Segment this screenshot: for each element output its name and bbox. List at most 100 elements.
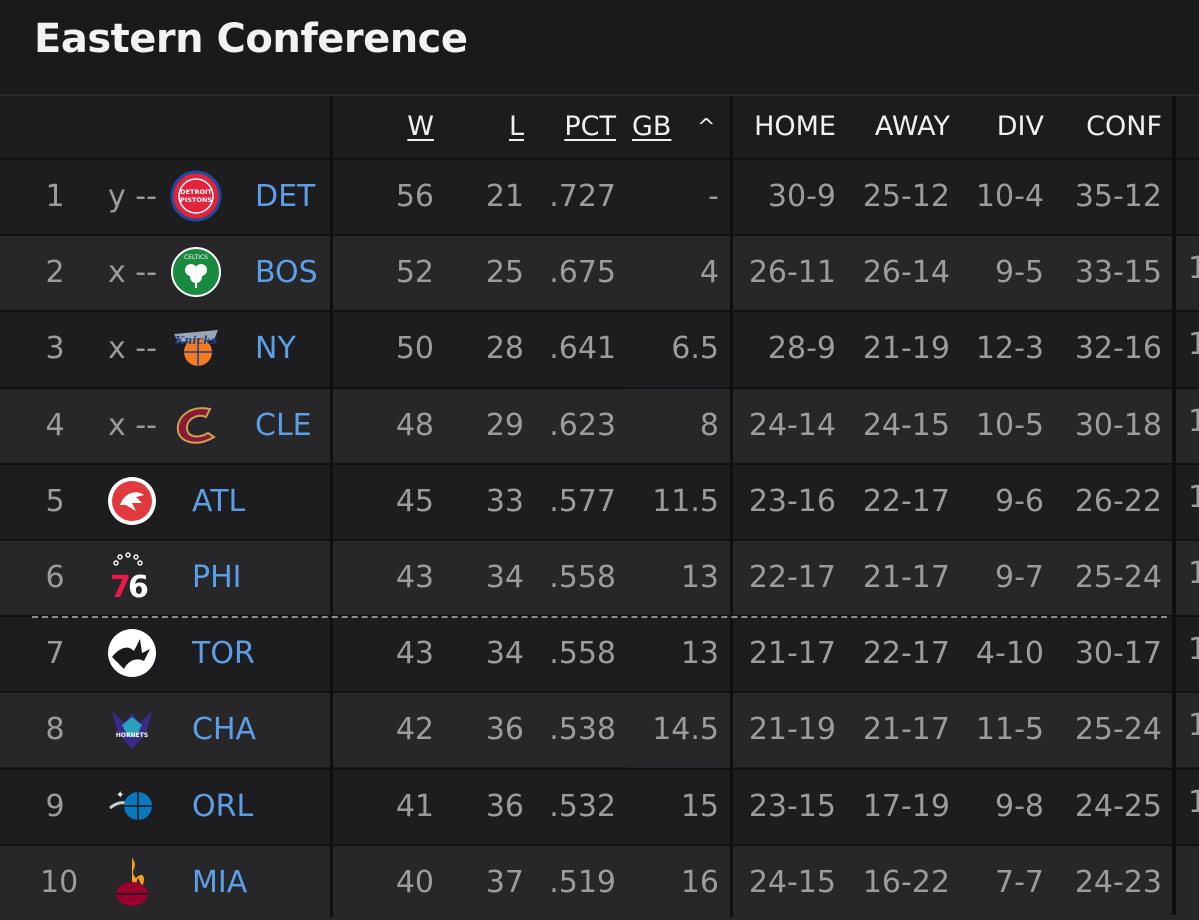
- team-link[interactable]: NY: [255, 331, 296, 367]
- pct-cell: .727: [549, 179, 616, 214]
- div-record-cell: 7-7: [995, 864, 1044, 900]
- losses-cell: 21: [485, 179, 524, 214]
- wins-cell: 43: [395, 560, 434, 595]
- gb-cell: 13: [680, 560, 719, 595]
- wins-cell: 40: [395, 864, 434, 900]
- div-record-cell: 10-4: [975, 179, 1044, 214]
- team-link[interactable]: MIA: [192, 864, 248, 900]
- sort-ascending-icon[interactable]: ^: [697, 115, 716, 140]
- title-bar: Eastern Conference: [0, 0, 1199, 92]
- table-row[interactable]: 6 7 6 PHI 43 34.558 13 22-17 21-17 9-7 25-24: [0, 539, 1199, 615]
- rank: 10: [40, 864, 79, 900]
- rank: 8: [45, 712, 65, 748]
- svg-text:CELTICS: CELTICS: [184, 254, 208, 261]
- home-record-cell: 30-9: [767, 179, 836, 214]
- away-record-cell: 17-19: [862, 788, 950, 824]
- rank: 9: [45, 788, 65, 824]
- losses-cell: 36: [485, 788, 524, 824]
- away-record-cell: 26-14: [862, 255, 950, 291]
- column-header-away[interactable]: AWAY: [874, 111, 950, 142]
- table-row[interactable]: 2 x -- CELTICS BOS 52 25 .675 4 26-11 26-14 9-5 33-…: [0, 234, 1199, 311]
- svg-text:HORNETS: HORNETS: [116, 732, 148, 739]
- rank: 4: [45, 407, 65, 443]
- playoff-cutoff-line: [32, 616, 1167, 618]
- table-row[interactable]: 10 MIA 40 37 .519 16 24-15 16-22 7-7 24-23: [0, 843, 1199, 920]
- team-link[interactable]: CLE: [255, 407, 312, 443]
- cavaliers-logo-icon[interactable]: [170, 399, 222, 451]
- away-record-cell: 21-17: [862, 712, 950, 748]
- div-record-cell: 9-5: [995, 255, 1044, 291]
- rank: 6: [45, 560, 65, 595]
- wins-cell: 48: [395, 407, 434, 443]
- table-row[interactable]: 3 x -- Knicks NY 50 28 .641 6.5 28-9 21-19 12-3 32-…: [0, 310, 1199, 387]
- table-row[interactable]: 8 HORNETS CHA 42 36 .538 14.5 21-19 21-17 11-5 25-…: [0, 691, 1199, 768]
- column-header-conf[interactable]: CONF: [1086, 111, 1162, 142]
- losses-cell: 37: [485, 864, 524, 900]
- losses-cell: 34: [485, 560, 524, 595]
- table-row[interactable]: 7 TOR 43 34 .558 13 21-17 22-17 4-10 30-17: [0, 615, 1199, 692]
- table-row[interactable]: 4 x -- CLE 48 29 .623 8 24-14 24-15 10-5 30-18: [0, 386, 1199, 463]
- conf-record-cell: 35-12: [1074, 179, 1162, 214]
- team-link[interactable]: PHI: [192, 560, 242, 595]
- pct-cell: .675: [549, 255, 616, 291]
- table-row[interactable]: 5 ATL 45 33 .577 11.5 23-16 22-17 9-6 26-22: [0, 462, 1199, 539]
- column-header-w[interactable]: W: [407, 111, 434, 142]
- column-header-div[interactable]: DIV: [996, 111, 1044, 142]
- team-link[interactable]: ATL: [192, 483, 246, 519]
- clipped-cell: 1: [1188, 784, 1199, 820]
- hornets-logo-icon[interactable]: HORNETS: [106, 703, 158, 755]
- losses-cell: 28: [485, 331, 524, 367]
- team-link[interactable]: TOR: [192, 636, 255, 672]
- conf-record-cell: 32-16: [1074, 331, 1162, 367]
- magic-logo-icon[interactable]: ✦: [106, 780, 158, 832]
- svg-text:7: 7: [110, 570, 131, 603]
- rank: 1: [45, 179, 65, 214]
- hawks-logo-icon[interactable]: [106, 475, 158, 527]
- knicks-logo-icon[interactable]: Knicks: [170, 322, 222, 374]
- away-record-cell: 22-17: [862, 483, 950, 519]
- pistons-logo-icon[interactable]: DETROIT PISTONS: [170, 170, 222, 222]
- losses-cell: 36: [485, 712, 524, 748]
- rank: 3: [45, 331, 65, 367]
- svg-text:PISTONS: PISTONS: [180, 196, 212, 204]
- home-record-cell: 24-14: [748, 407, 836, 443]
- losses-cell: 33: [485, 483, 524, 519]
- gb-cell: 8: [699, 407, 719, 443]
- home-record-cell: 21-17: [748, 636, 836, 672]
- away-record-cell: 24-15: [862, 407, 950, 443]
- team-link[interactable]: DET: [255, 179, 316, 214]
- gb-cell: 14.5: [652, 712, 719, 748]
- conf-record-cell: 24-23: [1074, 864, 1162, 900]
- heat-logo-icon[interactable]: [106, 856, 158, 908]
- clipped-cell: 1: [1188, 632, 1199, 668]
- rank: 2: [45, 255, 65, 291]
- table-row[interactable]: 1 y -- DETROIT PISTONS DET 56 21 .727 - 30-9 25-12…: [0, 158, 1199, 234]
- raptors-logo-icon[interactable]: [106, 627, 158, 679]
- pct-cell: .538: [549, 712, 616, 748]
- home-record-cell: 22-17: [748, 560, 836, 595]
- column-divider: [330, 96, 333, 917]
- wins-cell: 43: [395, 636, 434, 672]
- team-link[interactable]: ORL: [192, 788, 254, 824]
- column-header-home[interactable]: HOME: [754, 111, 836, 142]
- team-link[interactable]: CHA: [192, 712, 257, 748]
- column-header-pct[interactable]: PCT: [564, 111, 616, 142]
- pct-cell: .532: [549, 788, 616, 824]
- column-header-gb[interactable]: GB: [632, 111, 672, 142]
- table-row[interactable]: 9 ✦ ORL 41 36 .532 15 23-15 17-19 9-8 24-25: [0, 767, 1199, 844]
- column-divider: [730, 96, 733, 917]
- div-record-cell: 9-7: [995, 560, 1044, 595]
- div-record-cell: 10-5: [975, 407, 1044, 443]
- pct-cell: .519: [549, 864, 616, 900]
- team-link[interactable]: BOS: [255, 255, 318, 291]
- clipped-cell: 1: [1188, 708, 1199, 744]
- gb-cell: 13: [680, 636, 719, 672]
- celtics-logo-icon[interactable]: CELTICS: [170, 246, 222, 298]
- column-header-l[interactable]: L: [508, 111, 524, 142]
- svg-text:✦: ✦: [116, 790, 124, 801]
- home-record-cell: 26-11: [748, 255, 836, 291]
- losses-cell: 25: [485, 255, 524, 291]
- away-record-cell: 21-17: [862, 560, 950, 595]
- div-record-cell: 9-8: [995, 788, 1044, 824]
